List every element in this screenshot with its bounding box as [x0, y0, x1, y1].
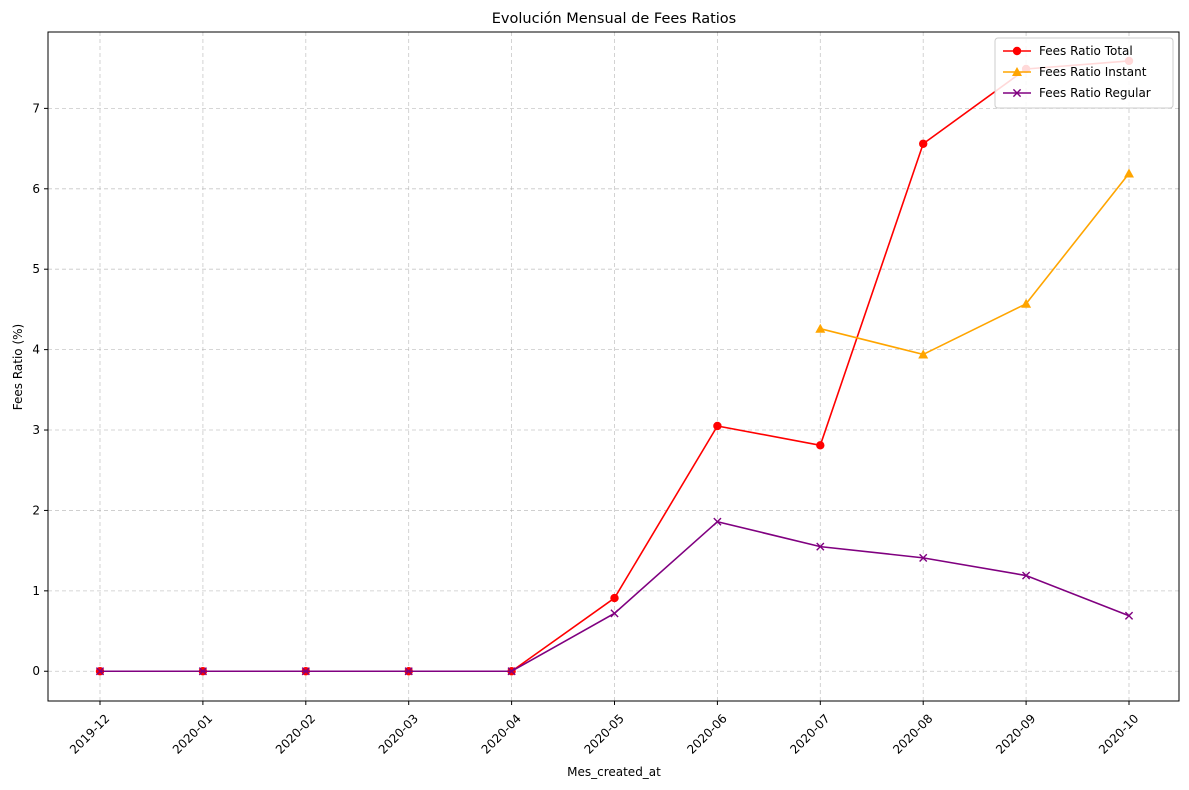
y-tick-label: 4 [32, 343, 40, 357]
legend-marker [1012, 88, 1022, 98]
x-axis-title: Mes_created_at [567, 765, 661, 779]
data-point [919, 139, 928, 148]
data-point [610, 609, 619, 618]
data-point [1124, 611, 1134, 620]
y-tick-label: 2 [32, 503, 40, 517]
y-tick-label: 3 [32, 423, 40, 437]
legend-item: Fees Ratio Total [1003, 44, 1133, 58]
data-point [301, 667, 310, 676]
data-point [816, 441, 825, 450]
data-point [95, 667, 105, 676]
data-point [713, 421, 722, 431]
series-line [820, 173, 1130, 356]
series-fees-ratio-instant [815, 168, 1134, 359]
y-tick-label: 7 [32, 101, 40, 115]
y-tick-label: 5 [32, 262, 40, 276]
data-point [404, 667, 413, 676]
data-point [1021, 298, 1032, 308]
y-axis-title: Fees Ratio (%) [11, 324, 25, 410]
series-layer [95, 56, 1134, 676]
legend-label: Fees Ratio Regular [1039, 86, 1151, 100]
data-point [1022, 571, 1031, 580]
data-point [919, 553, 928, 562]
data-point [610, 593, 619, 603]
data-point [815, 323, 826, 333]
legend-label: Fees Ratio Total [1039, 44, 1133, 58]
data-point [918, 349, 929, 359]
y-tick-label: 1 [32, 584, 40, 598]
chart-title: Evolución Mensual de Fees Ratios [492, 11, 736, 27]
legend-marker [1012, 46, 1022, 56]
data-point [816, 542, 825, 551]
legend-item: Fees Ratio Regular [1003, 86, 1151, 100]
data-point [198, 667, 207, 676]
data-point [1124, 168, 1134, 178]
y-tick-label: 0 [32, 664, 40, 678]
plot-frame [47, 31, 1180, 702]
legend-label: Fees Ratio Instant [1039, 65, 1147, 79]
data-point [507, 667, 516, 676]
legend: Fees Ratio Total Fees Ratio Instant Fees R… [994, 37, 1174, 109]
series-fees-ratio-regular [95, 517, 1134, 676]
legend-marker [1012, 67, 1022, 76]
y-tick-label: 6 [32, 182, 40, 196]
legend-box [994, 37, 1174, 109]
legend-item: Fees Ratio Instant [1003, 65, 1147, 79]
data-point [713, 517, 722, 526]
